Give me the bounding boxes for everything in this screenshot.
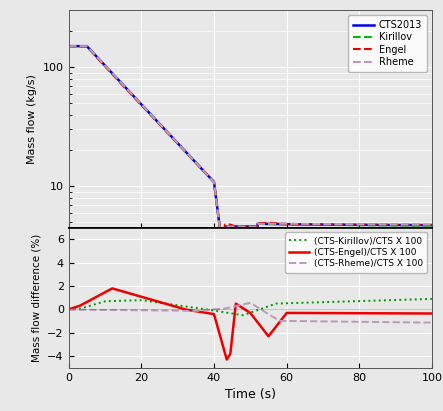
Line: CTS2013: CTS2013: [69, 46, 432, 267]
Engel: [66, 44, 71, 48]
Kirillov: [85, 44, 90, 49]
CTS2013: [233, 224, 238, 229]
Engel: [419, 222, 424, 227]
(CTS-Kirillov)/CTS X 100: [233, 312, 238, 316]
Line: (CTS-Kirillov)/CTS X 100: (CTS-Kirillov)/CTS X 100: [69, 299, 432, 315]
Rheme: [222, 264, 227, 269]
Engel: [85, 44, 90, 49]
(CTS-Engel)/CTS X 100: [352, 311, 358, 316]
(CTS-Rheme)/CTS X 100: [248, 300, 253, 305]
Kirillov: [419, 223, 424, 228]
Engel: [352, 222, 358, 227]
Rheme: [233, 224, 238, 229]
Engel: [243, 224, 248, 229]
CTS2013: [429, 223, 435, 228]
Kirillov: [222, 264, 227, 269]
Kirillov: [243, 224, 248, 229]
Rheme: [85, 44, 90, 49]
Rheme: [352, 222, 358, 227]
Engel: [233, 224, 238, 229]
Line: Kirillov: Kirillov: [69, 46, 432, 266]
(CTS-Rheme)/CTS X 100: [243, 301, 248, 306]
(CTS-Engel)/CTS X 100: [429, 311, 435, 316]
Kirillov: [429, 223, 435, 228]
(CTS-Engel)/CTS X 100: [233, 301, 239, 306]
(CTS-Kirillov)/CTS X 100: [429, 296, 435, 301]
Line: Engel: Engel: [69, 46, 432, 265]
CTS2013: [419, 223, 424, 228]
(CTS-Engel)/CTS X 100: [419, 311, 424, 316]
CTS2013: [66, 44, 71, 48]
(CTS-Kirillov)/CTS X 100: [352, 299, 358, 304]
(CTS-Kirillov)/CTS X 100: [419, 297, 424, 302]
Line: Rheme: Rheme: [69, 46, 432, 267]
(CTS-Kirillov)/CTS X 100: [85, 304, 90, 309]
Rheme: [429, 222, 435, 227]
(CTS-Rheme)/CTS X 100: [233, 304, 238, 309]
Line: (CTS-Rheme)/CTS X 100: (CTS-Rheme)/CTS X 100: [69, 303, 432, 323]
(CTS-Rheme)/CTS X 100: [85, 307, 90, 312]
Kirillov: [66, 44, 71, 48]
(CTS-Rheme)/CTS X 100: [352, 319, 358, 324]
Legend: (CTS-Kirillov)/CTS X 100, (CTS-Engel)/CTS X 100, (CTS-Rheme)/CTS X 100: (CTS-Kirillov)/CTS X 100, (CTS-Engel)/CT…: [285, 232, 427, 272]
Line: (CTS-Engel)/CTS X 100: (CTS-Engel)/CTS X 100: [69, 289, 432, 360]
Kirillov: [419, 223, 424, 228]
CTS2013: [85, 44, 90, 49]
CTS2013: [352, 222, 358, 227]
(CTS-Kirillov)/CTS X 100: [66, 306, 71, 311]
(CTS-Engel)/CTS X 100: [66, 307, 71, 312]
CTS2013: [419, 223, 424, 228]
Kirillov: [352, 223, 358, 228]
(CTS-Rheme)/CTS X 100: [66, 307, 71, 312]
X-axis label: Time (s): Time (s): [225, 388, 276, 401]
Legend: CTS2013, Kirillov, Engel, Rheme: CTS2013, Kirillov, Engel, Rheme: [348, 15, 427, 72]
(CTS-Rheme)/CTS X 100: [419, 320, 424, 325]
Y-axis label: Mass flow difference (%): Mass flow difference (%): [32, 233, 42, 362]
(CTS-Rheme)/CTS X 100: [419, 320, 424, 325]
Rheme: [243, 224, 248, 229]
Rheme: [419, 222, 424, 227]
Engel: [222, 262, 227, 267]
(CTS-Kirillov)/CTS X 100: [419, 297, 424, 302]
CTS2013: [243, 224, 248, 229]
(CTS-Engel)/CTS X 100: [109, 286, 115, 291]
(CTS-Engel)/CTS X 100: [243, 307, 249, 312]
CTS2013: [222, 264, 227, 269]
Engel: [429, 222, 435, 227]
Rheme: [419, 222, 424, 227]
Y-axis label: Mass flow (kg/s): Mass flow (kg/s): [27, 74, 37, 164]
(CTS-Kirillov)/CTS X 100: [243, 312, 248, 317]
(CTS-Rheme)/CTS X 100: [429, 320, 435, 325]
(CTS-Engel)/CTS X 100: [85, 299, 90, 304]
Kirillov: [233, 224, 238, 229]
Engel: [419, 222, 424, 227]
Rheme: [66, 44, 71, 48]
(CTS-Engel)/CTS X 100: [419, 311, 424, 316]
(CTS-Kirillov)/CTS X 100: [240, 313, 245, 318]
(CTS-Engel)/CTS X 100: [224, 357, 229, 362]
